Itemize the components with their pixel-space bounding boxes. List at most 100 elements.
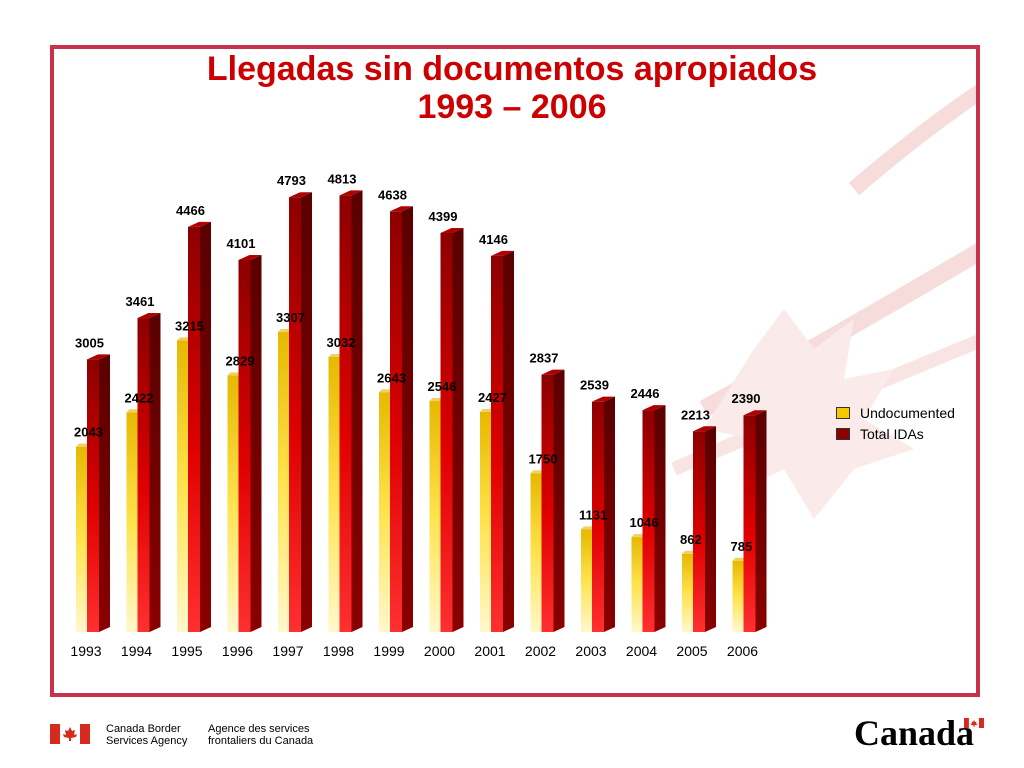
canada-wordmark: Canada — [854, 713, 975, 753]
bar-total-idas-top-2005 — [693, 426, 716, 432]
tick-label-2004: 2004 — [626, 643, 657, 659]
label-total-idas-2006: 2390 — [732, 391, 761, 406]
bar-undocumented-2003 — [581, 529, 592, 632]
agency-en-line-2: Services Agency — [106, 735, 188, 747]
bar-undocumented-2006 — [732, 560, 744, 632]
label-total-idas-1998: 4813 — [328, 171, 357, 186]
label-undocumented-2003: 1131 — [579, 507, 607, 522]
bar-undocumented-top-1993 — [76, 443, 90, 447]
bar-undocumented-1997 — [278, 332, 289, 632]
tick-label-1998: 1998 — [323, 643, 354, 659]
bar-total-idas-1999 — [390, 211, 402, 632]
legend-swatch-undocumented — [836, 406, 850, 419]
tick-label-1993: 1993 — [70, 643, 101, 659]
agency-en-line-1: Canada Border — [106, 723, 181, 735]
label-total-idas-1997: 4793 — [277, 173, 306, 188]
label-undocumented-2002: 1750 — [529, 451, 558, 466]
label-undocumented-1997: 3307 — [276, 310, 305, 325]
bar-total-idas-2005 — [693, 431, 705, 632]
tick-label-1999: 1999 — [373, 643, 404, 659]
bar-undocumented-top-1994 — [126, 409, 141, 413]
bar-total-idas-top-2000 — [440, 227, 464, 233]
bar-undocumented-top-1995 — [177, 337, 191, 341]
agency-fr-line-1: Agence des services — [208, 723, 310, 735]
bar-total-idas-side-1994 — [149, 313, 161, 632]
bar-total-idas-2001 — [491, 255, 503, 633]
label-undocumented-1993: 2043 — [74, 425, 103, 440]
x-tick-labels: 1993 1994 1995 1996 1997 1998 1999 2000 2001 2002… — [70, 643, 758, 659]
bar-total-idas-side-2004 — [654, 405, 666, 632]
bar-undocumented-1993 — [76, 446, 87, 632]
label-total-idas-2003: 2539 — [580, 378, 609, 393]
bar-total-idas-1995 — [188, 226, 200, 632]
bar-total-idas-top-1997 — [289, 192, 312, 198]
bar-undocumented-top-2002 — [530, 470, 545, 474]
label-undocumented-2000: 2546 — [428, 379, 457, 394]
legend: Undocumented Total IDAs — [836, 402, 955, 444]
label-undocumented-2005: 862 — [680, 532, 702, 547]
label-total-idas-2005: 2213 — [681, 407, 710, 422]
label-total-idas-2000: 4399 — [429, 209, 458, 224]
bar-total-idas-2003 — [592, 401, 604, 632]
bar-total-idas-1994 — [137, 318, 150, 632]
title-line-2: 1993 – 2006 — [417, 88, 607, 126]
bar-total-idas-top-1996 — [238, 254, 262, 260]
bar-undocumented-2002 — [530, 473, 542, 632]
tick-label-2005: 2005 — [676, 643, 707, 659]
label-undocumented-1998: 3032 — [327, 335, 356, 350]
bar-undocumented-top-2005 — [682, 550, 696, 554]
bar-undocumented-top-1998 — [328, 353, 343, 357]
bar-total-idas-side-1999 — [402, 206, 413, 632]
chart-title: Llegadas sin documentos apropiados 1993 … — [0, 50, 1024, 126]
bar-total-idas-top-2002 — [541, 369, 565, 375]
bars-layer — [76, 190, 767, 633]
label-undocumented-1994: 2422 — [125, 390, 154, 405]
bar-total-idas-top-1999 — [390, 206, 413, 212]
bar-total-idas-top-1998 — [339, 190, 363, 196]
bar-total-idas-top-1993 — [87, 354, 110, 360]
label-total-idas-1999: 4638 — [378, 187, 407, 202]
legend-item-undocumented: Undocumented — [836, 402, 955, 423]
bar-total-idas-side-1995 — [200, 221, 211, 632]
bar-total-idas-side-1996 — [250, 254, 262, 632]
bar-total-idas-side-2001 — [503, 250, 514, 633]
label-undocumented-1996: 2829 — [226, 353, 255, 368]
label-total-idas-2001: 4146 — [479, 232, 508, 247]
bar-total-idas-2006 — [743, 415, 756, 632]
label-undocumented-2006: 785 — [731, 539, 753, 554]
agency-fr-line-2: frontaliers du Canada — [208, 735, 314, 747]
bar-undocumented-2000 — [429, 401, 441, 632]
bar-undocumented-2001 — [480, 411, 491, 632]
bar-total-idas-side-2002 — [553, 369, 565, 632]
bar-total-idas-side-2003 — [604, 396, 615, 632]
label-total-idas-1995: 4466 — [176, 203, 205, 218]
bar-undocumented-top-2003 — [581, 526, 595, 530]
bar-undocumented-top-1997 — [278, 329, 292, 333]
legend-swatch-total-idas — [836, 427, 850, 440]
bar-undocumented-1999 — [379, 392, 390, 632]
label-undocumented-2001: 2427 — [478, 390, 507, 405]
bar-undocumented-1995 — [177, 340, 188, 632]
bar-undocumented-top-2004 — [631, 534, 646, 538]
legend-label-total-idas: Total IDAs — [860, 425, 924, 442]
tick-label-2000: 2000 — [424, 643, 455, 659]
tick-label-1995: 1995 — [171, 643, 202, 659]
bar-undocumented-top-2000 — [429, 398, 444, 402]
bar-total-idas-side-2005 — [705, 426, 716, 632]
label-total-idas-2004: 2446 — [631, 386, 660, 401]
label-total-idas-1993: 3005 — [75, 335, 104, 350]
label-undocumented-1995: 3215 — [175, 318, 204, 333]
bar-total-idas-top-2003 — [592, 396, 615, 402]
bar-total-idas-side-2000 — [452, 227, 464, 632]
bar-undocumented-2005 — [682, 553, 693, 632]
bar-undocumented-top-2006 — [732, 557, 747, 561]
bar-undocumented-top-1996 — [227, 372, 242, 376]
bar-undocumented-1996 — [227, 375, 239, 632]
bar-total-idas-1997 — [289, 197, 301, 632]
labels-layer: 2043 3005 2422 3461 3215 4466 2829 4101 3307 4793… — [74, 171, 760, 553]
tick-label-2006: 2006 — [727, 643, 758, 659]
tick-label-1994: 1994 — [121, 643, 152, 659]
bar-total-idas-1993 — [87, 359, 99, 632]
tick-label-2002: 2002 — [525, 643, 556, 659]
bar-undocumented-1994 — [126, 412, 138, 632]
